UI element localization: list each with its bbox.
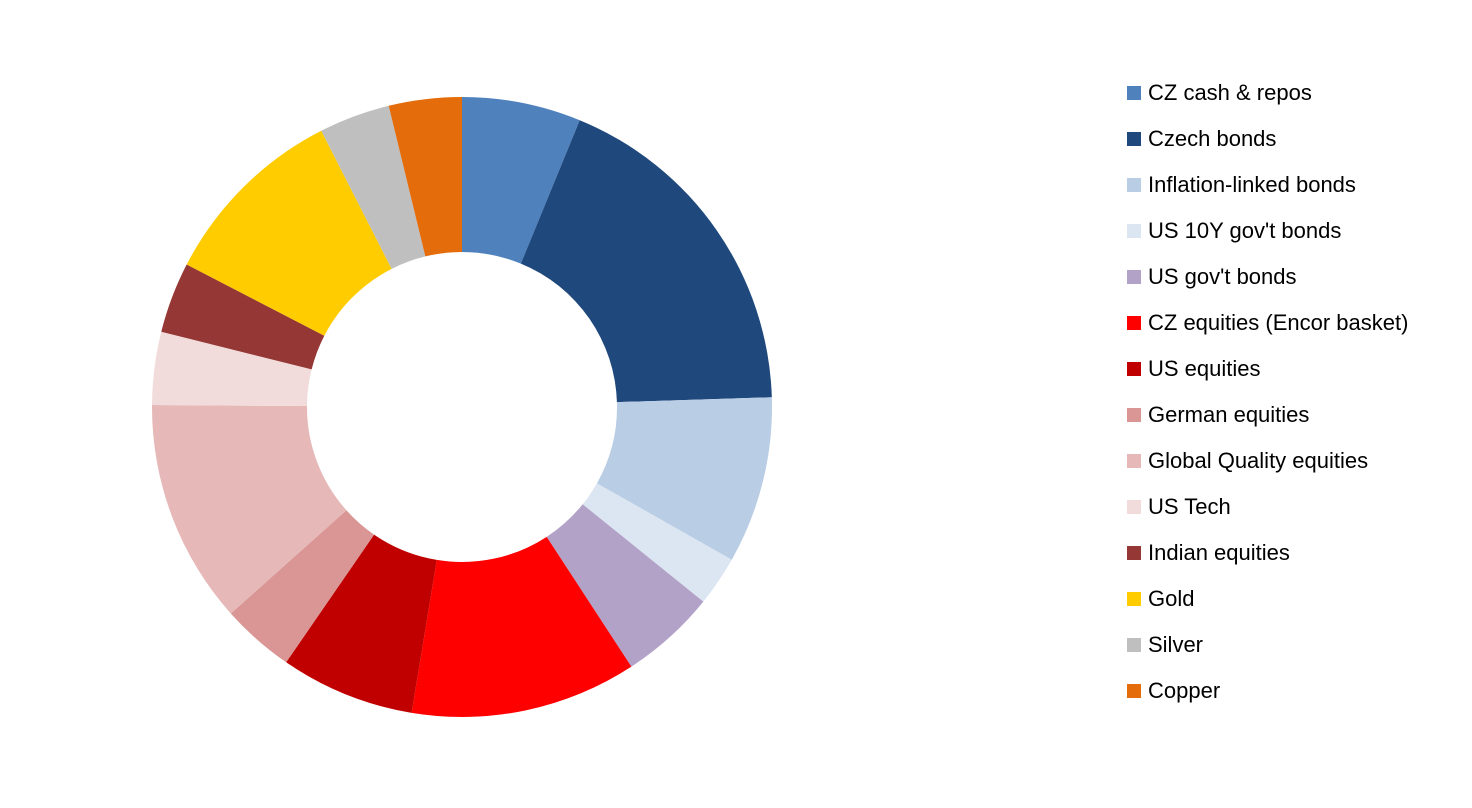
donut-slice xyxy=(546,504,704,667)
legend-label: US equities xyxy=(1148,356,1261,381)
legend-swatch xyxy=(1127,86,1141,100)
legend-label: Copper xyxy=(1148,678,1220,703)
legend-label: CZ equities (Encor basket) xyxy=(1148,310,1408,335)
donut-slice xyxy=(596,397,772,560)
legend-label: Indian equities xyxy=(1148,540,1290,565)
legend-swatch xyxy=(1127,362,1141,376)
legend-swatch xyxy=(1127,500,1141,514)
legend-swatch xyxy=(1127,316,1141,330)
legend-swatch xyxy=(1127,178,1141,192)
donut-slice xyxy=(152,405,347,614)
donut-slice xyxy=(161,264,325,370)
donut-slice xyxy=(520,120,772,403)
legend-label: Gold xyxy=(1148,586,1194,611)
donut-slice xyxy=(582,483,732,602)
donut-slice xyxy=(411,536,632,717)
donut-slice xyxy=(462,97,580,264)
legend-swatch xyxy=(1127,408,1141,422)
donut-slice xyxy=(186,130,392,336)
legend-label: Silver xyxy=(1148,632,1203,657)
donut-slice xyxy=(388,97,462,257)
legend-label: CZ cash & repos xyxy=(1148,80,1312,105)
legend-label: Global Quality equities xyxy=(1148,448,1368,473)
legend-swatch xyxy=(1127,454,1141,468)
legend-label: US 10Y gov't bonds xyxy=(1148,218,1341,243)
legend-swatch xyxy=(1127,684,1141,698)
donut-slice xyxy=(321,105,426,269)
legend-label: Czech bonds xyxy=(1148,126,1276,151)
donut-slice xyxy=(286,534,437,713)
legend-label: US Tech xyxy=(1148,494,1231,519)
legend-label: Inflation-linked bonds xyxy=(1148,172,1356,197)
legend-swatch xyxy=(1127,638,1141,652)
legend-label: German equities xyxy=(1148,402,1309,427)
donut-slice xyxy=(152,331,312,407)
legend-label: US gov't bonds xyxy=(1148,264,1297,289)
legend-swatch xyxy=(1127,132,1141,146)
donut-slice xyxy=(230,510,375,663)
legend-swatch xyxy=(1127,546,1141,560)
legend-swatch xyxy=(1127,592,1141,606)
legend-swatch xyxy=(1127,270,1141,284)
legend-swatch xyxy=(1127,224,1141,238)
